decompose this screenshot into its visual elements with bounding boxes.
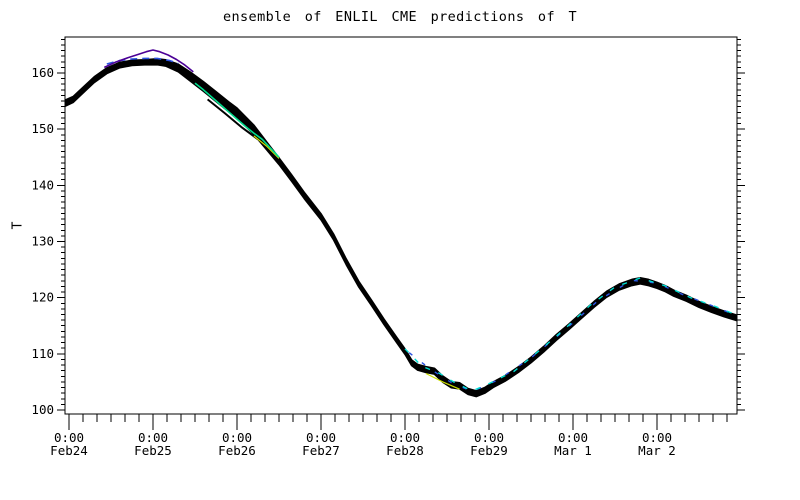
x-tick-time-label: 0:00: [558, 430, 588, 445]
x-tick-date-label: Feb24: [50, 443, 88, 458]
ensemble-member-blue-rise-top: [408, 279, 737, 393]
ensemble-member-yellow-decline: [253, 135, 280, 159]
x-tick-date-label: Feb28: [386, 443, 424, 458]
y-tick-label: 130: [31, 233, 54, 248]
chart-title: ensemble of ENLIL CME predictions of T: [222, 9, 578, 25]
x-tick-time-label: 0:00: [474, 430, 504, 445]
x-tick-time-label: 0:00: [306, 430, 336, 445]
ensemble-member-yellow-dip: [425, 372, 460, 390]
ensemble-member-black-lower-strand: [206, 98, 259, 141]
x-tick-time-label: 0:00: [138, 430, 168, 445]
x-tick-time-label: 0:00: [642, 430, 672, 445]
y-tick-label: 110: [31, 346, 54, 361]
y-tick-label: 140: [31, 177, 54, 192]
x-tick-date-label: Feb26: [218, 443, 256, 458]
y-tick-label: 150: [31, 121, 54, 136]
y-tick-label: 100: [31, 402, 54, 417]
ensemble-member-green-decline-strand: [194, 82, 280, 158]
x-tick-date-label: Mar 1: [554, 443, 592, 458]
x-tick-date-label: Feb27: [302, 443, 340, 458]
plot-border: [64, 36, 738, 415]
x-tick-date-label: Mar 2: [638, 443, 676, 458]
x-tick-date-label: Feb25: [134, 443, 172, 458]
ensemble-member-purple-peak: [103, 49, 194, 73]
x-tick-date-label: Feb29: [470, 443, 508, 458]
ensemble-member-cyan-rise-top: [404, 277, 737, 392]
y-tick-label: 120: [31, 290, 54, 305]
x-tick-time-label: 0:00: [390, 430, 420, 445]
ensemble-bundle: [65, 58, 737, 398]
x-tick-time-label: 0:00: [54, 430, 84, 445]
y-tick-label: 160: [31, 65, 54, 80]
x-tick-time-label: 0:00: [222, 430, 252, 445]
